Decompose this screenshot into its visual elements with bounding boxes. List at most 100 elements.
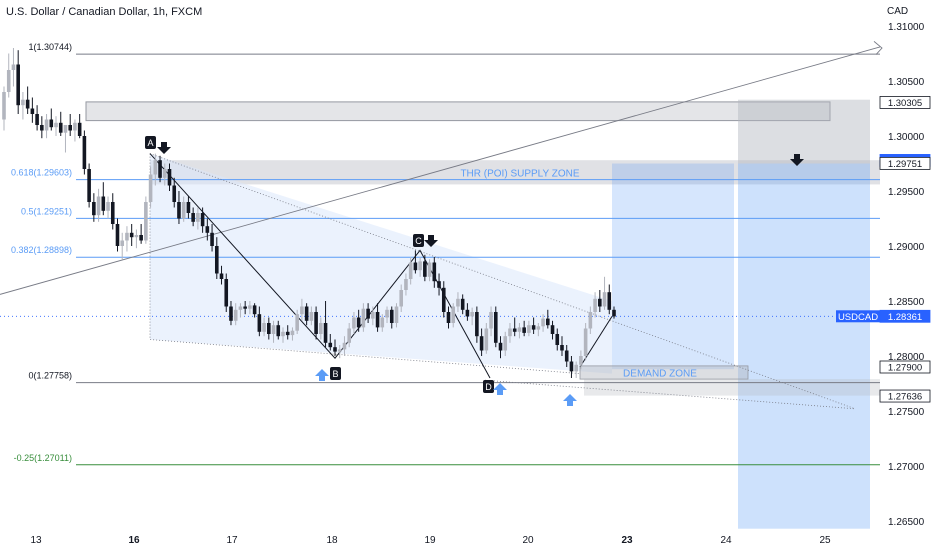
y-tick-label: 1.31000	[888, 22, 925, 33]
candle-body	[437, 281, 441, 288]
arrow-down-icon	[424, 235, 438, 247]
candle-body	[337, 349, 342, 352]
candle	[134, 229, 139, 249]
fib-label-2: 0.5(1.29251)	[21, 206, 72, 216]
pattern-point-a: A	[147, 138, 153, 148]
candle	[35, 105, 39, 131]
candle-body	[536, 326, 541, 330]
candle-body	[224, 279, 229, 307]
symbol-tag-box	[836, 310, 880, 323]
wedge-area	[150, 153, 612, 374]
candle-body	[243, 306, 247, 309]
price-tag-box	[879, 96, 931, 109]
chart-title: U.S. Dollar / Canadian Dollar, 1h, FXCM	[6, 6, 203, 18]
candle-body	[92, 202, 96, 216]
currency-label: CAD	[887, 6, 908, 17]
target-gray-zone	[738, 99, 870, 164]
fib-label-1: 0.618(1.29603)	[11, 168, 72, 178]
y-tick-label: 1.29000	[888, 242, 925, 253]
y-tick-label: 1.30500	[888, 77, 925, 88]
candle	[522, 320, 526, 337]
symbol-tag-label: USDCAD	[838, 312, 878, 323]
candle-body	[304, 306, 309, 321]
candle	[328, 334, 333, 351]
candle	[413, 250, 418, 274]
candle-body	[295, 314, 299, 331]
candle-body	[498, 342, 503, 351]
candle	[560, 336, 564, 356]
candle	[153, 153, 158, 186]
fib-label-5: -0.25(1.27011)	[14, 453, 72, 463]
candle-body	[427, 262, 432, 277]
candle-body	[531, 325, 536, 330]
candle	[200, 207, 205, 233]
candle	[569, 356, 574, 378]
candle-body	[389, 309, 394, 323]
candle	[508, 323, 512, 343]
pattern-point-c-box	[413, 234, 424, 247]
pattern-point-b-box	[330, 367, 341, 380]
candle	[555, 328, 560, 351]
candle	[290, 327, 295, 341]
projection-zone-right	[738, 163, 870, 529]
candle-body	[607, 292, 612, 310]
upper-wedge-line	[149, 153, 856, 410]
candle	[172, 177, 177, 208]
candle-body	[238, 306, 243, 310]
x-axis[interactable]: 13 16 17 18 19 20 23 24 25	[30, 535, 831, 546]
candle	[106, 196, 110, 219]
candle-body	[210, 232, 214, 246]
candle	[427, 259, 432, 282]
x-tick-label: 18	[326, 535, 338, 546]
candle-body	[446, 312, 451, 323]
candle-body	[503, 336, 508, 351]
candle-body	[385, 309, 389, 318]
candle-body	[248, 305, 252, 309]
candle	[512, 317, 517, 337]
candle-body	[40, 125, 44, 131]
candle	[337, 345, 342, 359]
candle	[101, 182, 106, 216]
candle-body	[560, 345, 564, 351]
candle-body	[550, 325, 555, 334]
candle-body	[441, 287, 446, 312]
candle	[564, 345, 569, 367]
candle	[196, 207, 200, 230]
candle-body	[574, 364, 578, 372]
candle	[361, 303, 366, 332]
candle-body	[285, 331, 290, 336]
candle-body	[63, 125, 68, 133]
candle-body	[517, 327, 522, 332]
candle	[210, 224, 214, 252]
demand-zone-lower	[584, 379, 880, 396]
candle-body	[73, 122, 77, 131]
candle-body	[167, 169, 172, 186]
candle-body	[470, 312, 474, 317]
candle-body	[120, 240, 125, 246]
candle-body	[11, 64, 16, 70]
projection-zone-left	[612, 163, 734, 370]
candle-body	[432, 262, 437, 282]
x-tick-label: 19	[424, 535, 436, 546]
candle-body	[96, 196, 101, 216]
candle-body	[153, 160, 158, 175]
candle-body	[423, 261, 427, 277]
candle-body	[375, 312, 380, 328]
candle	[517, 323, 522, 339]
candle	[224, 273, 229, 312]
candle	[347, 323, 351, 348]
candle-body	[512, 328, 517, 332]
y-axis[interactable]: 1.31000 1.30500 1.30000 1.29500 1.29000 1.285…	[888, 22, 925, 528]
candle-body	[545, 318, 550, 326]
candle-body	[115, 224, 120, 246]
candle-body	[181, 202, 186, 219]
candle-body	[21, 99, 25, 106]
candle	[257, 306, 262, 337]
y-tick-label: 1.30000	[888, 132, 925, 143]
candle-body	[352, 317, 356, 329]
candle-body	[172, 185, 177, 202]
candle-body	[371, 312, 375, 319]
candle	[583, 323, 588, 361]
candle-body	[583, 328, 588, 356]
